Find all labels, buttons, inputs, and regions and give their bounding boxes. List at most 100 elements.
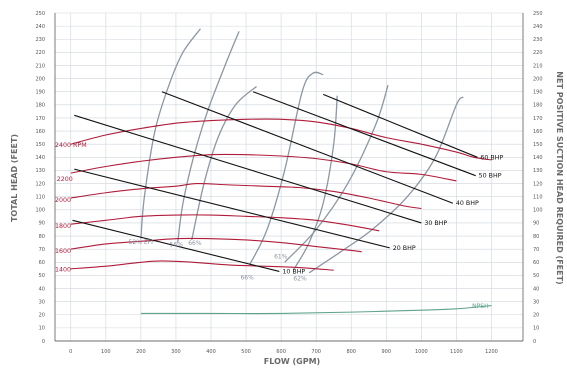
rpm-curve-2200-rpm bbox=[70, 153, 457, 182]
y-tick-label-10: 10 bbox=[39, 326, 45, 332]
y2-tick-label-70: 70 bbox=[533, 247, 539, 253]
y2-tick-label-110: 110 bbox=[533, 194, 543, 200]
y-tick-label-250: 250 bbox=[35, 11, 45, 17]
x-tick-label-1200: 1200 bbox=[485, 349, 498, 355]
y2-tick-label-20: 20 bbox=[533, 313, 539, 319]
y2-tick-label-150: 150 bbox=[533, 142, 543, 148]
y2-tick-label-90: 90 bbox=[533, 221, 539, 227]
y2-tick-label-170: 170 bbox=[533, 116, 543, 122]
y-tick-label-100: 100 bbox=[35, 208, 45, 214]
y2-tick-label-210: 210 bbox=[533, 63, 543, 69]
y2-tick-label-160: 160 bbox=[533, 129, 543, 135]
rpm-label-1600-rpm: 1600 bbox=[55, 248, 71, 255]
y-tick-label-190: 190 bbox=[35, 90, 45, 96]
y-tick-label-70: 70 bbox=[39, 247, 45, 253]
y2-tick-label-40: 40 bbox=[533, 286, 539, 292]
npsh-curve bbox=[140, 305, 492, 315]
y2-tick-label-50: 50 bbox=[533, 273, 539, 279]
x-tick-label-0: 0 bbox=[69, 349, 72, 355]
y-tick-label-110: 110 bbox=[35, 194, 45, 200]
eff-label-62: 62% bbox=[293, 276, 307, 283]
y2-tick-label-60: 60 bbox=[533, 260, 539, 266]
y2-tick-label-120: 120 bbox=[533, 181, 543, 187]
x-tick-label-100: 100 bbox=[101, 349, 111, 355]
eff-label-52-eff: 52% EFF bbox=[129, 239, 155, 246]
efficiency-curves bbox=[140, 28, 464, 274]
rpm-curve-1800-rpm bbox=[70, 214, 380, 232]
bhp-label-60-bhp: 60 BHP bbox=[480, 154, 503, 161]
y2-tick-label-130: 130 bbox=[533, 168, 543, 174]
rpm-curve-1400-rpm bbox=[70, 260, 334, 271]
eff-curve-62 bbox=[292, 95, 338, 271]
y2-tick-label-200: 200 bbox=[533, 76, 543, 82]
eff-label-56: 56% bbox=[170, 242, 184, 249]
y-tick-label-130: 130 bbox=[35, 168, 45, 174]
bhp-label-30-bhp: 30 BHP bbox=[424, 220, 447, 227]
y2-tick-label-80: 80 bbox=[533, 234, 539, 240]
eff-curve-62-outer bbox=[284, 84, 389, 263]
y2-axis-title: NET POSITIVE SUCTION HEAD REQUIRED (FEET… bbox=[555, 71, 564, 284]
eff-curve-66 bbox=[191, 85, 258, 241]
x-tick-label-200: 200 bbox=[136, 349, 146, 355]
x-tick-label-700: 700 bbox=[311, 349, 321, 355]
x-axis: 0 100 200 300 400 500 600 700 800 900 1000 1100 1200 bbox=[55, 340, 523, 355]
y-tick-label-20: 20 bbox=[39, 313, 45, 319]
x-tick-label-400: 400 bbox=[206, 349, 216, 355]
y-tick-label-240: 240 bbox=[35, 24, 45, 30]
bhp-label-40-bhp: 40 BHP bbox=[456, 200, 479, 207]
y-tick-label-180: 180 bbox=[35, 103, 45, 109]
y2-tick-label-10: 10 bbox=[533, 326, 539, 332]
x-tick-label-300: 300 bbox=[171, 349, 181, 355]
eff-label-61: 61% bbox=[274, 253, 288, 260]
y-tick-label-0: 0 bbox=[42, 339, 45, 345]
rpm-label-1800-rpm: 1800 bbox=[55, 223, 71, 230]
x-tick-label-800: 800 bbox=[346, 349, 356, 355]
eff-curve-66-inner bbox=[248, 71, 324, 266]
x-axis-title: FLOW (GPM) bbox=[264, 357, 320, 366]
bhp-line-30-bhp bbox=[74, 114, 422, 224]
eff-curve-56 bbox=[177, 31, 240, 243]
rpm-label-2200-rpm: 2200 bbox=[57, 176, 73, 183]
y-tick-label-80: 80 bbox=[39, 234, 45, 240]
y2-tick-label-0: 0 bbox=[533, 339, 536, 345]
y-tick-label-140: 140 bbox=[35, 155, 45, 161]
bhp-lines bbox=[72, 91, 478, 272]
npsh-label: NPSH bbox=[472, 303, 488, 310]
y2-tick-label-180: 180 bbox=[533, 103, 543, 109]
npsh-curve bbox=[140, 305, 492, 315]
x-tick-label-1000: 1000 bbox=[415, 349, 428, 355]
rpm-label-2000-rpm: 2000 bbox=[55, 197, 71, 204]
bhp-line-60-bhp bbox=[322, 93, 478, 158]
y-tick-label-120: 120 bbox=[35, 181, 45, 187]
x-tick-label-600: 600 bbox=[276, 349, 286, 355]
bhp-line-40-bhp bbox=[161, 91, 454, 204]
x-tick-label-900: 900 bbox=[382, 349, 392, 355]
y-tick-label-90: 90 bbox=[39, 221, 45, 227]
y-tick-label-40: 40 bbox=[39, 286, 45, 292]
y2-tick-label-230: 230 bbox=[533, 37, 543, 43]
bhp-line-50-bhp bbox=[252, 91, 476, 177]
bhp-label-20-bhp: 20 BHP bbox=[393, 245, 416, 252]
y-tick-label-50: 50 bbox=[39, 273, 45, 279]
bhp-label-50-bhp: 50 BHP bbox=[479, 173, 502, 180]
y-axis-title: TOTAL HEAD (FEET) bbox=[10, 134, 19, 222]
x-tick-label-1100: 1100 bbox=[450, 349, 463, 355]
y-tick-label-200: 200 bbox=[35, 76, 45, 82]
y2-tick-label-100: 100 bbox=[533, 208, 543, 214]
y-tick-label-30: 30 bbox=[39, 299, 45, 305]
y2-tick-label-30: 30 bbox=[533, 299, 539, 305]
y-tick-label-150: 150 bbox=[35, 142, 45, 148]
eff-label-66-inner: 66% bbox=[240, 274, 254, 281]
y-tick-label-60: 60 bbox=[39, 260, 45, 266]
bhp-line-20-bhp bbox=[74, 168, 390, 249]
rpm-curve-1600-rpm bbox=[70, 237, 362, 253]
left-y-axis: 0 10 20 30 40 50 60 70 80 90 100 110 120 130 140 150 160… bbox=[35, 11, 56, 345]
rpm-curves bbox=[70, 118, 492, 271]
eff-curve-61 bbox=[308, 96, 464, 274]
curve-labels: 52% EFF 56% 66% 66% 62% 61% 1400 1600 1800 2000 22… bbox=[55, 142, 503, 310]
eff-curve-52-eff bbox=[140, 28, 202, 239]
y2-tick-label-220: 220 bbox=[533, 50, 543, 56]
bhp-label-10-bhp: 10 BHP bbox=[282, 268, 305, 275]
rpm-curve-2400-rpm bbox=[70, 118, 492, 161]
